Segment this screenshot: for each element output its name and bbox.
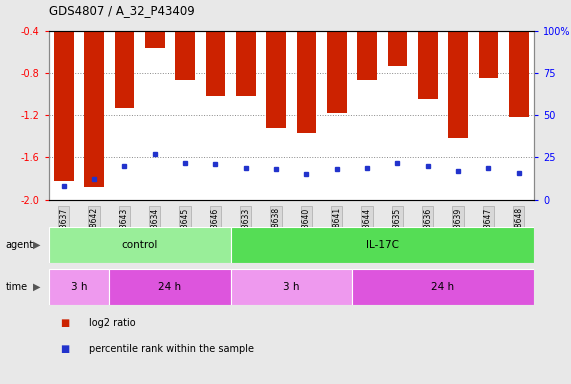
- Text: GDS4807 / A_32_P43409: GDS4807 / A_32_P43409: [49, 4, 194, 17]
- Bar: [236, 31, 256, 96]
- Text: time: time: [6, 282, 28, 292]
- Bar: [418, 31, 437, 99]
- Text: ▶: ▶: [33, 282, 40, 292]
- Bar: [175, 31, 195, 80]
- Bar: [49, 227, 231, 263]
- Bar: [352, 269, 534, 305]
- Text: percentile rank within the sample: percentile rank within the sample: [89, 344, 254, 354]
- Bar: [206, 31, 225, 96]
- Text: ▶: ▶: [33, 240, 40, 250]
- Text: ■: ■: [60, 318, 69, 328]
- Text: 24 h: 24 h: [431, 282, 455, 292]
- Bar: [54, 31, 74, 181]
- Bar: [49, 269, 109, 305]
- Text: 3 h: 3 h: [71, 282, 87, 292]
- Text: 24 h: 24 h: [158, 282, 182, 292]
- Bar: [231, 269, 352, 305]
- Text: control: control: [122, 240, 158, 250]
- Text: ■: ■: [60, 344, 69, 354]
- Text: 3 h: 3 h: [283, 282, 299, 292]
- Bar: [109, 269, 231, 305]
- Bar: [231, 227, 534, 263]
- Bar: [266, 31, 286, 128]
- Bar: [357, 31, 377, 80]
- Bar: [84, 31, 104, 187]
- Bar: [478, 31, 498, 78]
- Text: agent: agent: [6, 240, 34, 250]
- Bar: [296, 31, 316, 133]
- Bar: [115, 31, 134, 108]
- Bar: [327, 31, 347, 113]
- Bar: [145, 31, 164, 48]
- Bar: [448, 31, 468, 139]
- Bar: [388, 31, 407, 66]
- Text: IL-17C: IL-17C: [365, 240, 399, 250]
- Bar: [509, 31, 529, 118]
- Text: log2 ratio: log2 ratio: [89, 318, 135, 328]
